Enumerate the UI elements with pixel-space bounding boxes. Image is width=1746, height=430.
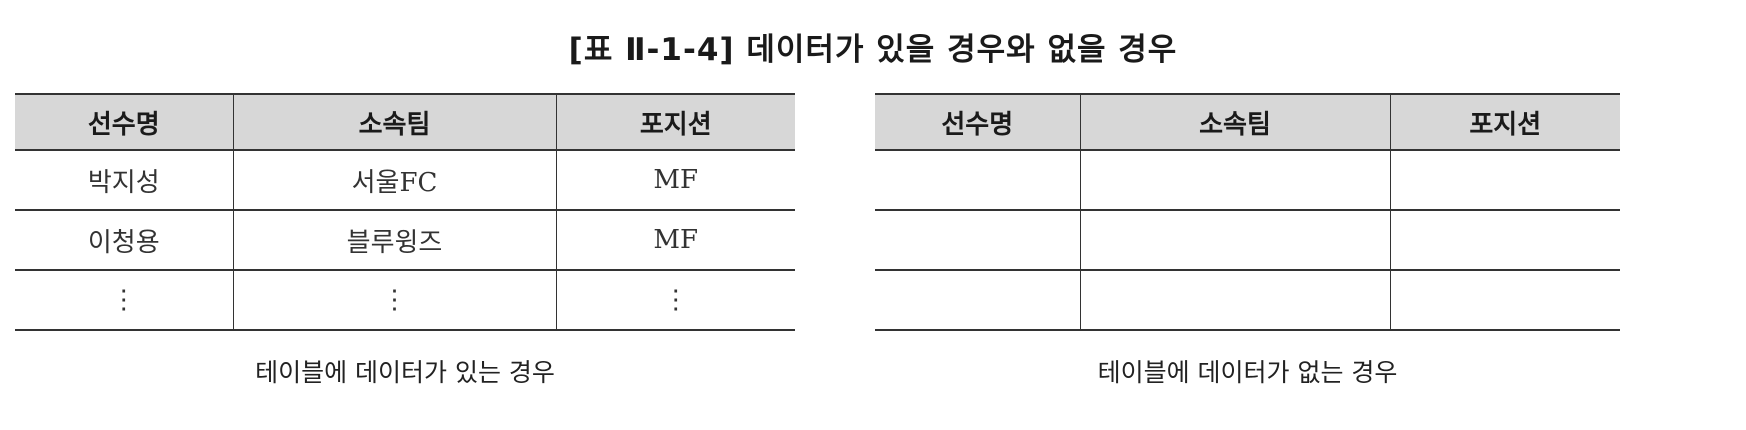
header-team: 소속팀 — [232, 93, 556, 151]
caption-without-data: 테이블에 데이터가 없는 경우 — [1097, 358, 1398, 387]
table-without-data: 선수명 소속팀 포지션 — [875, 93, 1620, 331]
table-header-row: 선수명 소속팀 포지션 — [15, 93, 795, 151]
figure-title: [표 Ⅱ-1-4] 데이터가 있을 경우와 없을 경우 — [568, 32, 1178, 68]
header-position: 포지션 — [555, 93, 795, 151]
empty-cell — [1389, 270, 1620, 331]
table-row-empty — [875, 210, 1620, 271]
table-row-empty — [875, 270, 1620, 331]
header-position: 포지션 — [1389, 93, 1620, 151]
table-with-data: 선수명 소속팀 포지션 박지성 서울FC MF 이청용 블루윙즈 MF ⋮ ⋮ … — [15, 93, 795, 331]
table-row-empty — [875, 150, 1620, 211]
empty-cell — [1079, 210, 1390, 271]
cell-team: 서울FC — [232, 150, 556, 211]
ellipsis-cell: ⋮ — [232, 270, 556, 331]
empty-cell — [875, 270, 1080, 331]
cell-team: 블루윙즈 — [232, 210, 556, 271]
cell-position: MF — [555, 150, 795, 211]
cell-player-name: 이청용 — [15, 210, 233, 271]
empty-cell — [1389, 210, 1620, 271]
empty-cell — [875, 210, 1080, 271]
empty-cell — [1079, 270, 1390, 331]
empty-cell — [875, 150, 1080, 211]
cell-player-name: 박지성 — [15, 150, 233, 211]
ellipsis-cell: ⋮ — [15, 270, 233, 331]
ellipsis-cell: ⋮ — [555, 270, 795, 331]
cell-position: MF — [555, 210, 795, 271]
caption-with-data: 테이블에 데이터가 있는 경우 — [255, 358, 555, 387]
header-player-name: 선수명 — [875, 93, 1080, 151]
empty-cell — [1079, 150, 1390, 211]
empty-cell — [1389, 150, 1620, 211]
table-row: 박지성 서울FC MF — [15, 150, 795, 211]
header-player-name: 선수명 — [15, 93, 233, 151]
table-row: 이청용 블루윙즈 MF — [15, 210, 795, 271]
table-header-row: 선수명 소속팀 포지션 — [875, 93, 1620, 151]
header-team: 소속팀 — [1079, 93, 1390, 151]
table-row-ellipsis: ⋮ ⋮ ⋮ — [15, 270, 795, 331]
